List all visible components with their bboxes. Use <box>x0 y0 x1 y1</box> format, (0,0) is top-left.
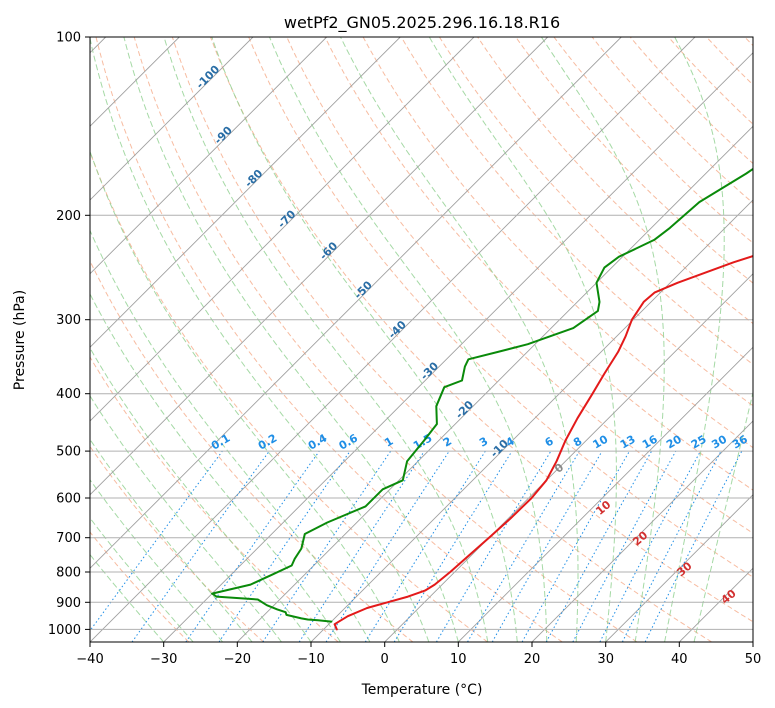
dry-adiabat-line <box>90 531 190 642</box>
isotherm-line <box>752 641 753 642</box>
mixing-ratio-line <box>572 450 677 642</box>
x-tick-label: 10 <box>450 652 467 667</box>
y-tick-label: 100 <box>56 31 81 46</box>
dry-adiabat-line <box>438 37 753 366</box>
temperature-profile-line <box>333 254 753 631</box>
mixing-ratio-line <box>644 450 743 642</box>
mixing-ratio-line <box>185 450 320 642</box>
isotherm-line <box>163 52 753 642</box>
y-tick-label: 900 <box>56 596 81 611</box>
dry-adiabat-line <box>90 445 264 642</box>
profile-series <box>211 167 753 631</box>
moist-adiabat-line <box>428 37 617 642</box>
y-tick-label: 300 <box>56 313 81 328</box>
isotherm-line <box>90 37 401 348</box>
moist-adiabat-line <box>90 347 312 642</box>
dry-adiabat-line <box>210 37 753 623</box>
moist-adiabat-line <box>540 37 665 642</box>
x-tick-label: 30 <box>597 652 614 667</box>
moist-adiabat-line <box>90 37 430 642</box>
mixing-ratio-line <box>218 450 351 642</box>
x-axis-label: Temperature (°C) <box>361 682 483 698</box>
mixing-ratio-line <box>90 450 223 632</box>
dewpoint-profile-line <box>211 167 753 623</box>
dry-adiabat-line <box>90 150 488 642</box>
plot-frame <box>89 36 754 643</box>
dry-adiabats <box>90 37 753 642</box>
y-tick-label: 700 <box>56 531 81 546</box>
mixing-ratio-line <box>131 450 270 642</box>
moist-adiabat-line <box>211 37 518 642</box>
isotherm-line <box>605 494 753 642</box>
dry-adiabat-line <box>324 37 753 491</box>
moist-adiabat-line <box>90 149 400 642</box>
moist-adiabat-line <box>340 37 579 642</box>
x-tick-label: 50 <box>745 652 762 667</box>
x-tick-label: −10 <box>297 652 324 667</box>
mixing-ratio-line <box>325 450 450 642</box>
isotherm-line <box>90 37 549 496</box>
x-axis-ticks: −40 −30 −20 −10 0 10 20 30 40 50 <box>76 642 761 667</box>
isotherm-line <box>310 199 753 642</box>
isotherm-line <box>90 37 254 201</box>
moist-adiabat-line <box>90 479 223 642</box>
plot-area <box>90 37 753 642</box>
moist-adiabat-line <box>90 517 194 642</box>
mixing-ratio-line <box>298 450 425 642</box>
dry-adiabat-line <box>515 37 753 284</box>
moist-adiabat-line <box>90 438 253 642</box>
mixing-ratio-line <box>521 450 630 642</box>
moist-adiabat-line <box>90 553 165 642</box>
isotherm-line <box>90 37 622 569</box>
isotherm-line <box>90 37 328 275</box>
x-tick-label: −30 <box>150 652 177 667</box>
mixing-ratio-line <box>393 450 513 642</box>
moist-adiabat-line <box>163 37 489 642</box>
mixing-ratio-lines <box>90 450 743 642</box>
moist-adiabat-line <box>664 37 725 642</box>
moist-adiabat-line <box>90 394 282 642</box>
isotherm-line <box>531 420 753 642</box>
x-tick-label: 0 <box>381 652 389 667</box>
moist-adiabat-line <box>90 229 371 642</box>
dry-adiabat-line <box>95 37 563 642</box>
x-tick-label: 20 <box>524 652 541 667</box>
x-tick-label: −40 <box>76 652 103 667</box>
isotherms <box>90 37 753 642</box>
dry-adiabat-line <box>400 37 753 407</box>
y-tick-label: 800 <box>56 566 81 581</box>
dry-adiabat-line <box>90 356 339 642</box>
mixing-ratio-line <box>545 450 653 642</box>
isotherm-line <box>457 346 753 642</box>
isotherm-line <box>90 37 475 422</box>
y-tick-label: 600 <box>56 492 81 507</box>
y-axis-label: Pressure (hPa) <box>12 290 28 390</box>
x-tick-label: −20 <box>224 652 251 667</box>
pressure-gridlines <box>90 37 753 630</box>
dry-adiabat-line <box>171 37 712 642</box>
y-tick-label: 500 <box>56 445 81 460</box>
y-tick-label: 200 <box>56 209 81 224</box>
dry-adiabat-line <box>133 37 638 642</box>
isotherm-line <box>90 37 696 642</box>
mixing-ratio-line <box>262 450 392 642</box>
y-tick-label: 400 <box>56 387 81 402</box>
dry-adiabat-line <box>248 37 753 578</box>
y-tick-label: 1000 <box>48 623 81 638</box>
chart-title: wetPf2_GN05.2025.296.16.18.R16 <box>284 13 560 33</box>
x-tick-label: 40 <box>671 652 688 667</box>
y-axis-ticks: 1000 900 800 700 600 500 400 300 200 100 <box>48 31 90 638</box>
